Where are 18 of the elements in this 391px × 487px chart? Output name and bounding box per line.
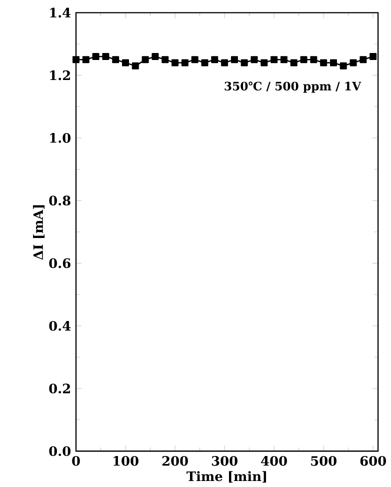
x-tick-label: 500 [311,456,337,466]
annotation: 350℃ / 500 ppm / 1V [224,82,362,93]
y-tick-label: 1.0 [50,133,71,143]
y-tick-label: 0.0 [49,446,71,456]
x-tick-label: 600 [360,456,386,466]
y-tick-label: 1.4 [50,8,71,18]
x-tick-label: 100 [114,456,138,466]
y-tick-label: 0.6 [49,258,70,268]
x-tick-label: 400 [261,456,288,466]
x-tick-label: 200 [162,456,188,466]
y-axis-title: ΔI [mA] [33,205,45,260]
y-tick-label: 0.2 [49,384,70,394]
x-axis-title: Time [min] [186,471,266,483]
x-tick-label: 0 [72,456,80,466]
x-tick-label: 300 [212,456,238,466]
y-tick-label: 1.2 [50,70,70,80]
y-tick-label: 0.8 [49,196,70,206]
y-tick-label: 0.4 [49,320,71,331]
